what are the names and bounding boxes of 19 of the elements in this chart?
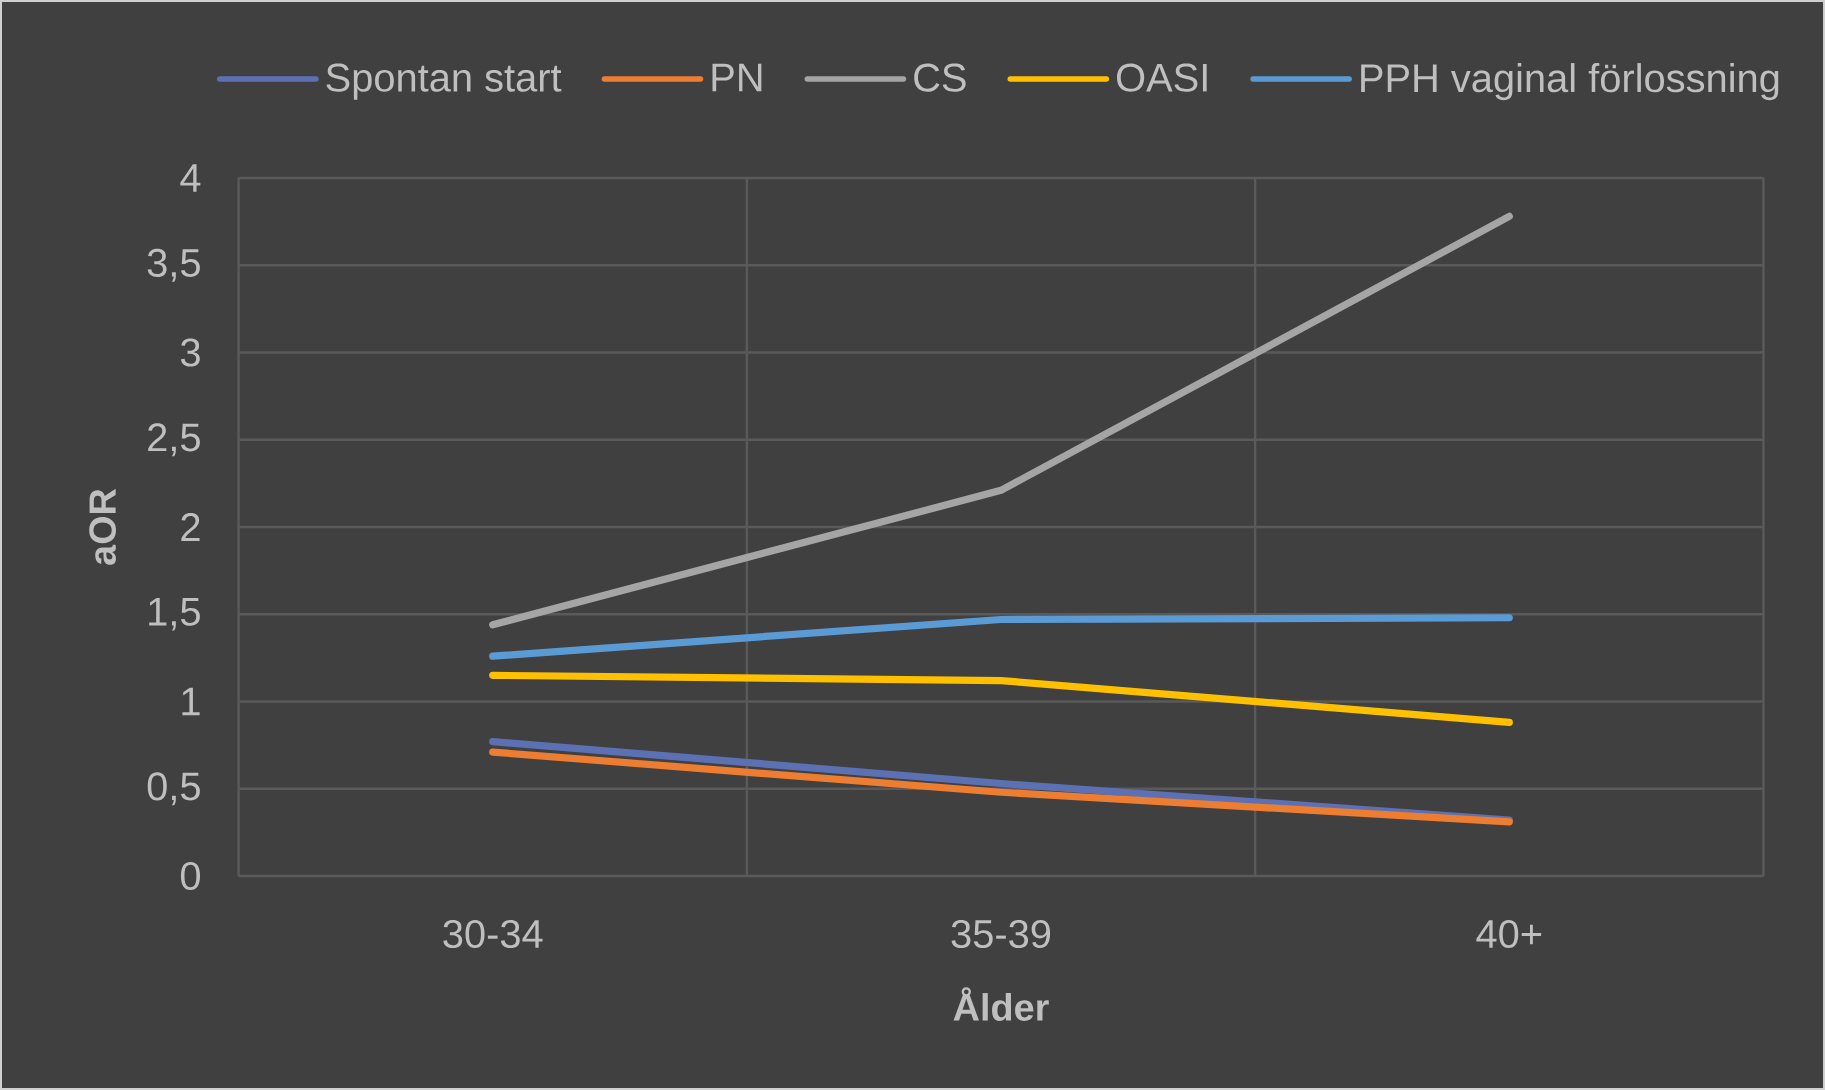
y-tick-label: 2 <box>181 513 200 541</box>
legend-label: PN <box>712 63 762 92</box>
x-tick-label: 40+ <box>1476 919 1542 949</box>
legend-label: PPH vaginal förlossning <box>1361 63 1779 101</box>
y-tick-label: 3 <box>180 338 200 367</box>
y-tick-label: 0 <box>180 861 200 891</box>
x-axis-title: Ålder <box>953 987 1049 1021</box>
y-tick-label: 0,5 <box>147 772 200 806</box>
y-tick-label: 1,5 <box>149 598 200 631</box>
y-tick-label: 4 <box>180 164 201 192</box>
y-tick-label: 3,5 <box>147 248 200 282</box>
legend-label: OASI <box>1116 63 1207 92</box>
y-tick-label: 2,5 <box>148 423 200 457</box>
y-axis-title: aOR <box>89 488 116 565</box>
x-tick-label: 30-34 <box>443 919 543 949</box>
x-tick-label: 35-39 <box>951 919 1051 949</box>
y-tick-label: 1 <box>182 687 200 716</box>
legend-label: CS <box>914 63 966 92</box>
legend-label: Spontan start <box>326 63 562 100</box>
